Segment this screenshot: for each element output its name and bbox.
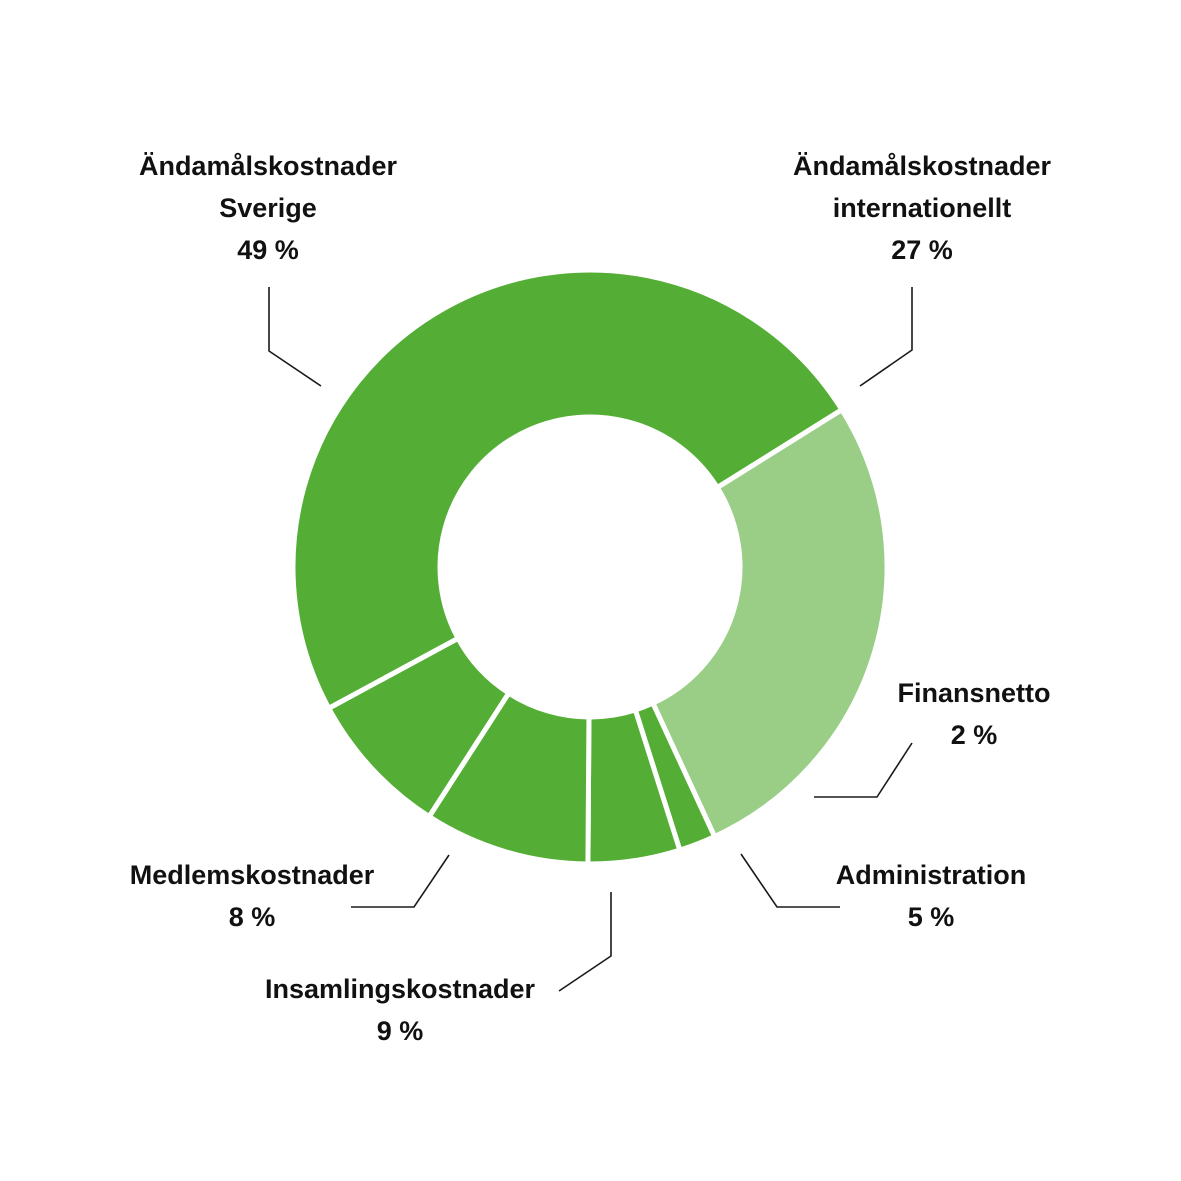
label-finansnetto: Finansnetto 2 % — [898, 678, 1051, 750]
donut-slices — [290, 267, 890, 867]
value-label-administration: 5 % — [908, 902, 955, 932]
leader-line-medlemskostnader — [351, 854, 450, 908]
label-andamalskostnader-internationellt: Ändamålskostnader internationellt 27 % — [793, 151, 1052, 265]
slice-andamalskostnader-internationellt — [649, 406, 890, 840]
leader-line-administration — [740, 853, 840, 908]
value-label-medlemskostnader: 8 % — [229, 902, 276, 932]
label-line-andamalskostnader-internationellt: Ändamålskostnader — [793, 151, 1052, 181]
value-label-finansnetto: 2 % — [951, 720, 998, 750]
label-andamalskostnader-sverige: Ändamålskostnader Sverige 49 % — [139, 151, 398, 265]
label-line-andamalskostnader-sverige: Sverige — [219, 193, 317, 223]
slice-labels: Ändamålskostnader internationellt 27 % Fina… — [130, 151, 1052, 1046]
label-line-andamalskostnader-sverige: Ändamålskostnader — [139, 151, 398, 181]
label-line-insamlingskostnader: Insamlingskostnader — [265, 974, 536, 1004]
leader-line-andamalskostnader-internationellt — [859, 287, 913, 387]
label-line-medlemskostnader: Medlemskostnader — [130, 860, 375, 890]
value-label-andamalskostnader-sverige: 49 % — [237, 235, 299, 265]
label-line-administration: Administration — [836, 860, 1027, 890]
label-administration: Administration 5 % — [836, 860, 1027, 932]
leader-line-andamalskostnader-sverige — [268, 287, 322, 387]
label-line-finansnetto: Finansnetto — [898, 678, 1051, 708]
label-medlemskostnader: Medlemskostnader 8 % — [130, 860, 375, 932]
leader-line-insamlingskostnader — [558, 892, 612, 992]
slice-andamalskostnader-sverige — [290, 267, 846, 712]
label-insamlingskostnader: Insamlingskostnader 9 % — [265, 974, 536, 1046]
leader-lines — [268, 287, 913, 992]
value-label-andamalskostnader-internationellt: 27 % — [891, 235, 953, 265]
label-line-andamalskostnader-internationellt: internationellt — [833, 193, 1012, 223]
leader-line-finansnetto — [814, 742, 913, 798]
value-label-insamlingskostnader: 9 % — [377, 1016, 424, 1046]
